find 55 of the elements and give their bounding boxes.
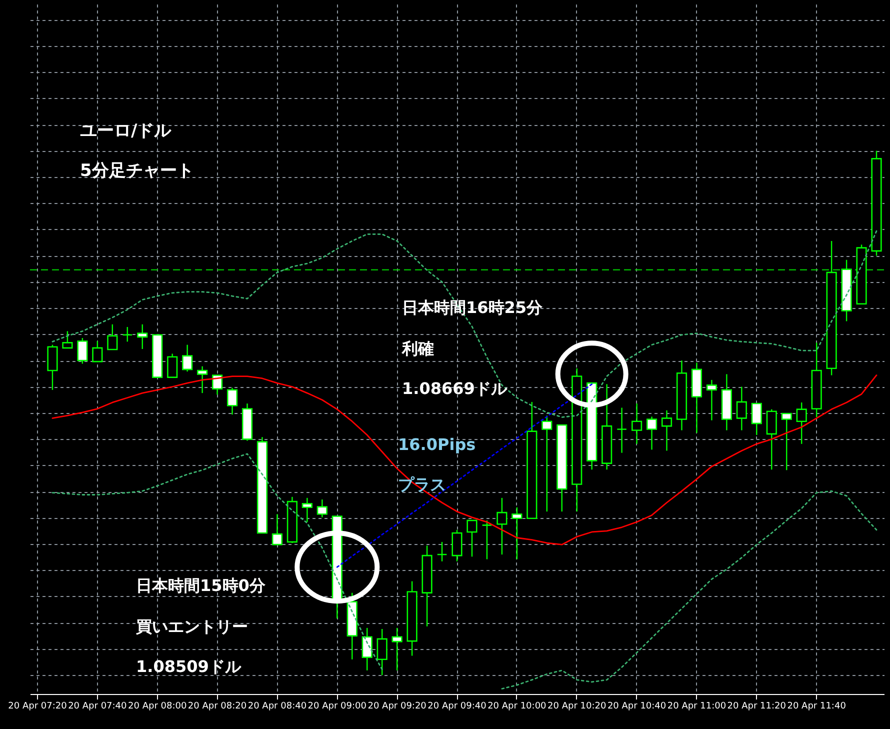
candlestick (542, 414, 552, 512)
candlestick (466, 520, 478, 558)
x-tick-label: 20 Apr 11:20 (727, 702, 786, 712)
candlestick (616, 407, 628, 454)
candlestick (137, 324, 148, 350)
x-tick-label: 20 Apr 11:40 (787, 702, 846, 712)
candlestick (226, 387, 238, 416)
candlestick (631, 402, 642, 444)
annotation: 16.0Pips (398, 435, 476, 454)
candlestick (452, 529, 462, 562)
x-tick-label: 20 Apr 09:40 (428, 702, 487, 712)
candlestick (512, 506, 522, 560)
candlestick (316, 498, 328, 518)
x-tick-label: 20 Apr 10:40 (607, 702, 666, 712)
candlestick (706, 379, 717, 421)
candlestick (766, 408, 777, 470)
candlestick (167, 353, 178, 378)
chart-title: ユーロ/ドル (80, 121, 172, 141)
x-tick-label: 20 Apr 10:20 (548, 702, 606, 712)
candlestick (736, 386, 747, 431)
x-tick-label: 20 Apr 08:00 (128, 702, 187, 712)
annotation: 1.08509ドル (136, 657, 242, 676)
candlestick (107, 324, 118, 350)
candlestick (62, 330, 73, 349)
candlestick (197, 366, 208, 394)
candlestick (47, 344, 58, 390)
x-tick-label: 20 Apr 08:40 (248, 702, 307, 712)
x-tick-label: 20 Apr 09:20 (368, 702, 427, 712)
text: 5分足チャート (80, 161, 194, 181)
candlestick (376, 628, 388, 676)
x-tick-label: 20 Apr 09:00 (308, 702, 367, 712)
candlestick (781, 412, 792, 471)
candlestick (661, 410, 672, 452)
candlestick (646, 416, 658, 450)
annotation: 日本時間15時0分 (136, 576, 266, 595)
candlestick (272, 514, 283, 546)
candlestick (362, 627, 372, 672)
candlestick (92, 340, 103, 362)
x-tick-label: 20 Apr 11:00 (667, 702, 726, 712)
candlestick (77, 337, 88, 364)
candlestick (182, 344, 193, 372)
candlestick (212, 374, 223, 396)
x-tick-label: 20 Apr 07:40 (68, 702, 128, 712)
x-tick-label: 20 Apr 08:20 (188, 702, 247, 712)
candlestick (482, 520, 492, 560)
annotation: 利確 (401, 339, 434, 358)
candlestick (392, 627, 402, 672)
candlestick (122, 326, 133, 342)
candlestick (302, 497, 312, 523)
x-tick-label: 20 Apr 10:00 (488, 702, 547, 712)
x-tick-label: 20 Apr 07:20 (8, 702, 68, 712)
candlestick (751, 402, 762, 436)
candlestick (796, 402, 807, 444)
candlestick (496, 497, 508, 556)
candlestick (436, 541, 448, 562)
